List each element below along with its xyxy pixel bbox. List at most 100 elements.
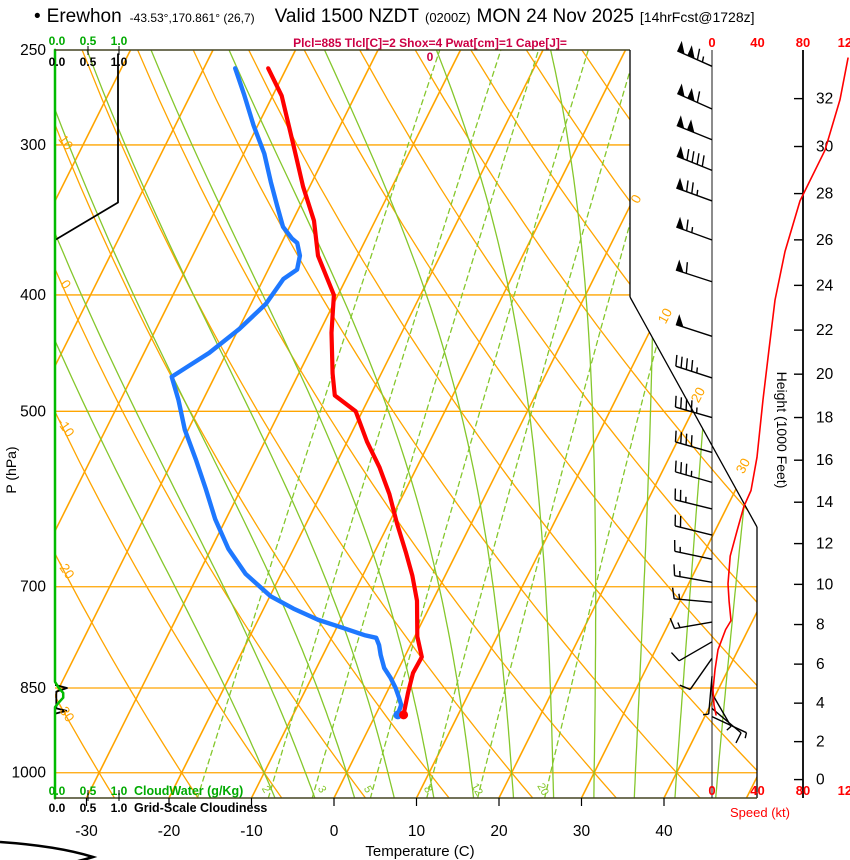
pressure-tick-label: 400 [20, 287, 46, 304]
dry-adiabat-line [303, 50, 757, 798]
barb-full [680, 462, 683, 474]
height-tick-label: 8 [816, 617, 825, 634]
mixing-ratio-label: 3 [315, 784, 328, 795]
speed-tick-label-top: 80 [796, 35, 810, 50]
cloudwater-scale-top: 1.0 [111, 34, 128, 48]
speed-tick-label-bottom: 40 [750, 783, 764, 798]
wind-barb [677, 40, 713, 67]
height-tick-label: 30 [816, 139, 834, 156]
height-axis-title: Height (1000 Feet) [774, 372, 790, 489]
barb-full [691, 151, 695, 163]
height-tick-label: 24 [816, 277, 834, 294]
wind-barb [676, 177, 713, 202]
barb-full [696, 91, 701, 103]
barb-half [678, 593, 681, 600]
pressure-tick-label: 700 [20, 579, 46, 596]
speed-tick-label-top: 120 [838, 35, 850, 50]
speed-tick-label-top: 0 [708, 35, 715, 50]
moist-adiabat-line [323, 50, 515, 798]
temperature-tick-label: -30 [75, 823, 98, 840]
mixing-ratio-line [369, 50, 589, 798]
barb-pennant [687, 45, 695, 59]
mixing-ratio-line [267, 50, 502, 798]
temperature-tick-label: 40 [655, 823, 673, 840]
height-tick-label: 28 [816, 186, 833, 203]
pressure-tick-label: 250 [20, 42, 46, 59]
mixing-ratio-line [476, 50, 681, 798]
cloudwater-scale-top: 0.0 [49, 34, 66, 48]
cloudiness-scale-bottom: 1.0 [111, 801, 128, 815]
moist-adiabat-line [549, 50, 597, 798]
mixing-ratio-line [311, 50, 540, 798]
wind-barb [711, 707, 742, 744]
barb-half [696, 367, 699, 374]
barb-half [703, 713, 709, 716]
mixing-ratio-label: 5 [361, 784, 374, 795]
barb-full [680, 397, 683, 409]
wind-barb [711, 693, 732, 731]
wind-barb [674, 430, 713, 454]
barb-full [669, 617, 676, 629]
isotherm-label: 30 [733, 456, 753, 476]
height-tick-label: 16 [816, 452, 833, 469]
barb-pennant [676, 115, 685, 129]
dry-adiabats [55, 50, 757, 798]
chart-title: • Erewhon -43.53°,170.861° (26,7) Valid … [34, 6, 755, 28]
temperature-tick-label: 30 [573, 823, 591, 840]
height-tick-label: 26 [816, 232, 833, 249]
barb-full [696, 48, 701, 60]
isotherm-label: 20 [688, 385, 708, 405]
temperature-tick-label: 10 [408, 823, 426, 840]
height-tick-label: 6 [816, 656, 825, 673]
wind-barb [670, 641, 713, 662]
wind-barb [669, 617, 713, 630]
barb-half [726, 725, 732, 731]
wind-barb [673, 564, 713, 583]
barb-pennant [675, 314, 684, 328]
barb-half [744, 732, 748, 739]
wind-barb [674, 514, 713, 536]
mixing-ratio-line [426, 50, 637, 798]
mixing-ratio-label: 2 [259, 784, 272, 795]
cloudwater-profile [53, 48, 65, 800]
barb-full [685, 398, 688, 411]
barb-full [686, 149, 690, 161]
wind-barb [674, 460, 713, 484]
dry-adiabat-line [136, 50, 618, 798]
pressure-axis: 250 300 400 500 700 850 1000 P (hPa) [3, 42, 46, 782]
wind-barb [675, 354, 713, 379]
wind-barb [679, 657, 713, 691]
cloudwater-scale-top: 0.5 [80, 34, 97, 48]
cloudiness-scale-bottom: 0.5 [80, 801, 97, 815]
wind-barb [675, 259, 713, 283]
dry-adiabat-line [359, 50, 757, 798]
height-tick-label: 12 [816, 536, 833, 553]
height-tick-label: 22 [816, 322, 833, 339]
height-tick-label: 10 [816, 576, 834, 593]
barb-full [685, 262, 689, 274]
barb-pennant [677, 83, 685, 97]
barb-full [673, 564, 676, 576]
cloudiness-scale-top: 0.0 [49, 55, 66, 69]
station-name: Erewhon [46, 6, 122, 27]
speed-curve [712, 57, 849, 716]
barb-half [696, 189, 699, 196]
speed-axis: 0040408080120120Speed (kt) [708, 35, 850, 820]
sounding-parameters: Plcl=885 Tlcl[C]=2 Shox=4 Pwat[cm]=1 Cap… [293, 36, 567, 64]
barb-full [685, 219, 689, 231]
barb-full [674, 395, 677, 408]
temperature-tick-label: 20 [490, 823, 508, 840]
speed-axis-title: Speed (kt) [730, 805, 790, 820]
wind-barb [673, 540, 713, 560]
barb-full [690, 400, 693, 412]
mixing-ratio-line [543, 50, 737, 798]
dewpoint-line [169, 66, 404, 718]
forecast-info: [14hrFcst@1728z] [639, 9, 755, 25]
height-tick-label: 32 [816, 91, 833, 108]
barb-full [674, 430, 677, 442]
cloudwater-scale-bottom: 0.0 [49, 784, 66, 798]
mixing-ratio-label: 12 [468, 781, 485, 798]
barb-half [677, 622, 681, 628]
